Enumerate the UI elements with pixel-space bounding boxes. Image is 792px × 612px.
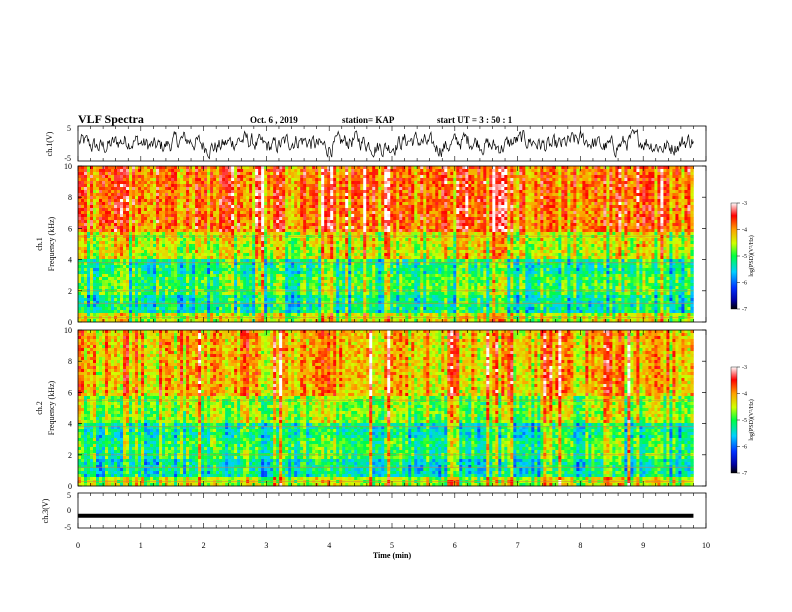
time-tick-label: 2 (202, 541, 206, 550)
time-tick-label: 0 (76, 541, 80, 550)
colorbar-tick-label: -3 (742, 201, 747, 207)
ch2-spectrogram-ylabel-channel: ch.2 (35, 401, 44, 415)
chart-title: VLF Spectra (78, 112, 144, 127)
freq-tick-label: 0 (68, 482, 72, 491)
ch1-spectrogram-ylabel-channel: ch.1 (35, 237, 44, 251)
time-tick-label: 7 (516, 541, 520, 550)
freq-tick-label: 10 (64, 162, 72, 171)
ch1-ytick-top: 5 (67, 124, 71, 133)
time-tick-label: 1 (139, 541, 143, 550)
ch3-waveform-panel: 5 0 -5 ch.3(V) (41, 491, 707, 532)
x-axis: 0 1 2 3 4 5 6 7 8 9 10 (76, 126, 710, 550)
ch1-colorbar-label: log(PSD)(V²/Hz) (748, 235, 755, 276)
ch1-spectrogram-ylabel: Frequency (kHz) (47, 216, 56, 271)
freq-tick-label: 6 (68, 224, 72, 233)
colorbar-tick-label: -7 (742, 307, 747, 313)
colorbar-tick-label: -5 (742, 254, 747, 260)
ch1-waveform-line (78, 129, 694, 160)
freq-tick-label: 8 (68, 193, 72, 202)
time-tick-label: 10 (702, 541, 710, 550)
freq-tick-label: 0 (68, 318, 72, 327)
ch1-waveform-ylabel: ch.1(V) (45, 131, 54, 156)
time-tick-label: 4 (327, 541, 331, 550)
ch3-waveform-frame (77, 492, 707, 529)
freq-tick-label: 4 (68, 420, 72, 429)
ch1-waveform-panel: 5 -5 ch.1(V) (45, 124, 707, 163)
freq-tick-label: 2 (68, 451, 72, 460)
colorbar-tick-label: -4 (742, 228, 747, 234)
ch1-waveform-frame (77, 125, 707, 162)
freq-tick-label: 6 (68, 388, 72, 397)
colorbar-tick-label: -6 (742, 281, 747, 287)
ch2-colorbar-label: log(PSD)(V²/Hz) (748, 399, 755, 440)
start-time-label: start UT = 3 : 50 : 1 (437, 115, 512, 125)
freq-tick-label: 8 (68, 357, 72, 366)
station-label: station= KAP (342, 115, 394, 125)
ch3-ytick-mid: 0 (67, 506, 71, 515)
colorbar-tick-label: -3 (742, 365, 747, 371)
x-axis-label: Time (min) (373, 551, 412, 560)
colorbar-tick-label: -7 (742, 471, 747, 477)
ch3-ytick-top: 5 (67, 491, 71, 500)
ch2-colorbar (730, 366, 738, 474)
colorbar-tick-label: -5 (742, 418, 747, 424)
time-tick-label: 8 (578, 541, 582, 550)
freq-tick-label: 4 (68, 256, 72, 265)
freq-tick-label: 2 (68, 287, 72, 296)
time-tick-label: 5 (390, 541, 394, 550)
time-tick-label: 9 (641, 541, 645, 550)
ch3-waveform-ylabel: ch.3(V) (41, 498, 50, 523)
time-tick-label: 3 (264, 541, 268, 550)
date-label: Oct. 6 , 2019 (250, 115, 298, 125)
ch1-spectrogram-image (78, 166, 706, 323)
ch3-ytick-bottom: -5 (64, 523, 71, 532)
colorbar-tick-label: -4 (742, 392, 747, 398)
freq-tick-label: 10 (64, 326, 72, 335)
ch1-ytick-bottom: -5 (64, 154, 71, 163)
ch2-spectrogram-image (78, 330, 706, 487)
ch1-colorbar (730, 202, 738, 310)
colorbar-tick-label: -6 (742, 445, 747, 451)
time-tick-label: 6 (453, 541, 457, 550)
ch2-spectrogram-ylabel: Frequency (kHz) (47, 380, 56, 435)
